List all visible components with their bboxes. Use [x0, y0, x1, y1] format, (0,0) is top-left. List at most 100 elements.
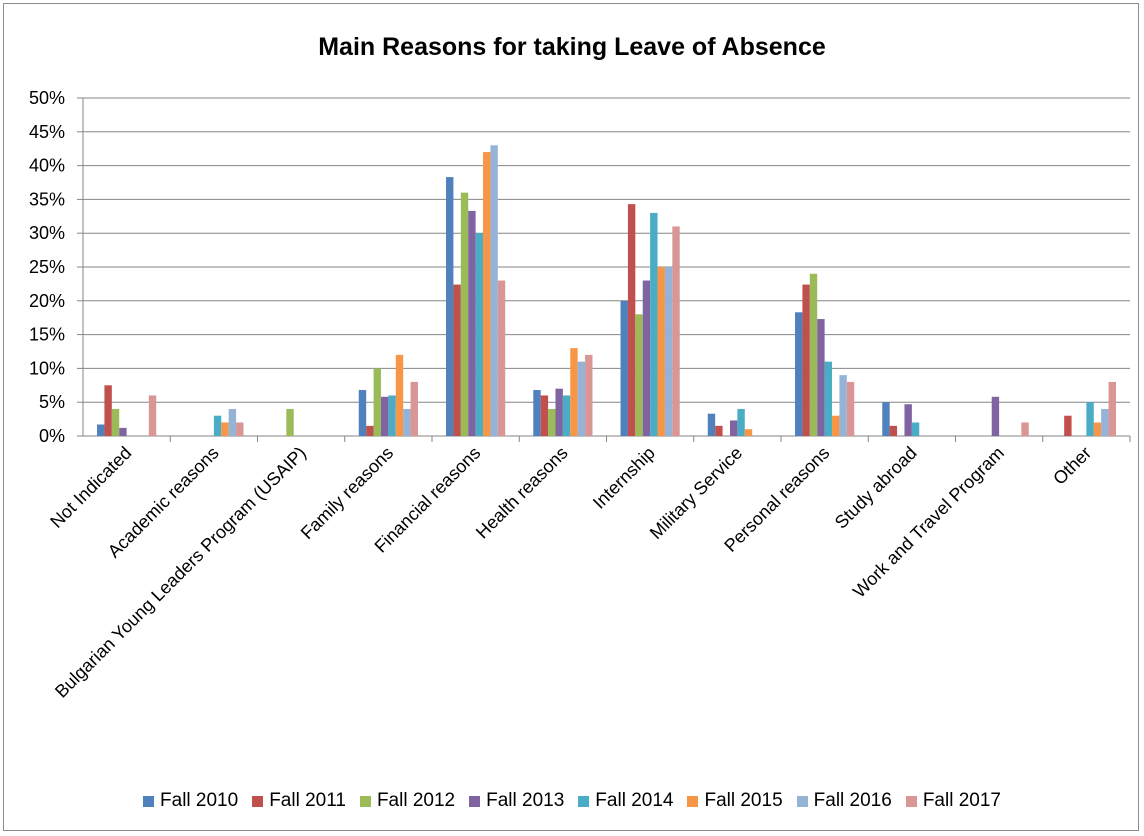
legend-item: Fall 2015 — [687, 790, 783, 812]
bar — [286, 408, 294, 436]
y-tick-label: 5% — [39, 392, 65, 412]
y-tick-label: 15% — [29, 325, 65, 345]
bar — [802, 284, 810, 436]
legend-swatch — [578, 795, 590, 807]
bar — [403, 408, 411, 436]
bar — [453, 284, 461, 436]
bar — [911, 422, 920, 436]
bar — [1093, 422, 1102, 436]
bar — [824, 361, 833, 436]
bar — [809, 273, 818, 436]
bar — [548, 408, 556, 436]
bar — [460, 192, 469, 436]
bar — [373, 368, 381, 436]
bar — [380, 396, 389, 436]
y-tick-label: 45% — [29, 122, 65, 142]
x-tick-label: Internship — [589, 443, 659, 513]
bar — [882, 402, 890, 436]
y-tick-label: 0% — [39, 426, 65, 446]
legend-swatch — [143, 795, 155, 807]
bar — [388, 395, 396, 436]
legend-item: Fall 2013 — [469, 790, 564, 812]
chart-title: Main Reasons for taking Leave of Absence — [318, 33, 826, 61]
bar — [991, 396, 1000, 436]
bar — [795, 312, 803, 436]
x-tick-label: Family reasons — [297, 443, 397, 543]
y-tick-label: 50% — [29, 88, 65, 108]
legend-label: Fall 2013 — [486, 790, 565, 811]
legend-label: Fall 2015 — [704, 790, 783, 811]
bar — [533, 390, 541, 436]
bar — [366, 425, 374, 436]
bar — [642, 280, 651, 436]
bar — [1021, 422, 1029, 436]
bar — [715, 425, 723, 436]
bar — [468, 210, 476, 436]
bar — [358, 390, 367, 436]
bar — [664, 267, 673, 436]
legend-item: Fall 2014 — [578, 790, 673, 812]
bar — [213, 415, 222, 436]
legend-swatch — [252, 795, 264, 807]
x-tick-label: Not Indicated — [46, 443, 135, 532]
chart-legend: Fall 2010 Fall 2011 Fall 2012 Fall 2013 Fall… — [0, 790, 1144, 812]
legend-swatch — [905, 795, 917, 807]
legend-swatch — [359, 795, 371, 807]
bar — [497, 280, 506, 436]
bar — [1086, 402, 1094, 436]
legend-item: Fall 2011 — [252, 790, 346, 812]
bar — [119, 427, 127, 436]
y-tick-label: 20% — [29, 291, 65, 311]
bar — [97, 424, 105, 436]
bar — [395, 354, 404, 436]
legend-item: Fall 2016 — [796, 790, 892, 812]
bar — [577, 361, 586, 436]
bar — [832, 415, 840, 436]
x-tick-label: Other — [1049, 443, 1095, 489]
bar — [729, 420, 738, 436]
y-tick-label: 30% — [29, 223, 65, 243]
bar — [562, 395, 571, 436]
legend-label: Fall 2010 — [160, 790, 239, 811]
bar — [627, 204, 636, 436]
bar — [236, 422, 244, 436]
bar — [744, 429, 753, 436]
legend-label: Fall 2012 — [376, 790, 456, 811]
bar — [650, 212, 658, 436]
bar — [1108, 381, 1116, 436]
bar — [446, 177, 454, 437]
legend-item: Fall 2010 — [143, 790, 238, 812]
legend-swatch — [796, 795, 808, 807]
bar — [490, 145, 498, 436]
x-tick-label: Military Service — [646, 443, 746, 543]
legend-item: Fall 2017 — [905, 790, 1001, 812]
bar — [104, 385, 112, 436]
legend-label: Fall 2017 — [922, 790, 1001, 811]
bar — [737, 408, 745, 436]
bar — [221, 422, 229, 436]
legend-label: Fall 2011 — [269, 790, 346, 811]
bar — [410, 381, 418, 436]
legend-swatch — [469, 795, 481, 807]
bar — [889, 425, 898, 436]
bar — [148, 395, 157, 436]
bar — [846, 381, 855, 436]
y-tick-label: 10% — [29, 358, 65, 378]
bar — [620, 300, 628, 436]
bar — [228, 408, 237, 436]
bar — [483, 152, 491, 436]
bar — [540, 395, 549, 436]
bar — [904, 404, 912, 436]
y-tick-label: 40% — [29, 156, 65, 176]
bar — [585, 354, 593, 436]
y-tick-label: 25% — [29, 257, 65, 277]
bar — [817, 319, 825, 436]
bar — [570, 348, 578, 436]
legend-label: Fall 2016 — [813, 790, 892, 811]
y-tick-label: 35% — [29, 189, 65, 209]
bar — [111, 408, 120, 436]
bar — [657, 267, 665, 436]
x-tick-label: Health reasons — [472, 443, 572, 543]
x-tick-label: Work and Travel Program — [849, 443, 1008, 602]
